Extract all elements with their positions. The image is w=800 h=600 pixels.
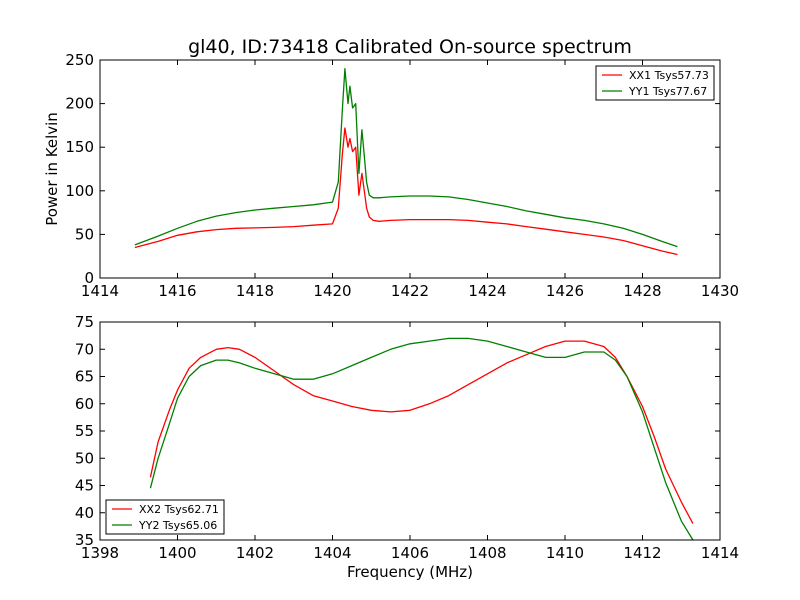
x-tick-label: 1408 bbox=[468, 544, 506, 562]
y-tick-label: 60 bbox=[75, 395, 94, 413]
y-tick-label: 65 bbox=[75, 368, 94, 386]
series-line-2 bbox=[134, 68, 678, 248]
y-tick-label: 250 bbox=[65, 51, 94, 69]
series-layer bbox=[149, 337, 694, 541]
x-tick-label: 1414 bbox=[701, 544, 739, 562]
chart-title: gl40, ID:73418 Calibrated On-source spec… bbox=[188, 36, 632, 58]
ticks-layer: 1414 1416 1418 1420 1422 1424 1426 1428 1430 0 50 1… bbox=[65, 51, 739, 300]
series-line-1 bbox=[149, 340, 694, 524]
y-tick-label: 50 bbox=[75, 449, 94, 467]
x-tick-label: 1412 bbox=[623, 544, 661, 562]
series-line-1 bbox=[134, 127, 678, 256]
x-tick-label: 1418 bbox=[236, 282, 274, 300]
legend: XX2 Tsys62.71 YY2 Tsys65.06 bbox=[105, 499, 225, 535]
legend: XX1 Tsys57.73 YY1 Tsys77.67 bbox=[595, 65, 715, 101]
y-tick-label: 150 bbox=[65, 138, 94, 156]
y-tick-label: 100 bbox=[65, 182, 94, 200]
y-tick-label: 40 bbox=[75, 504, 94, 522]
legend-entry: XX1 Tsys57.73 bbox=[629, 69, 709, 82]
x-tick-label: 1428 bbox=[623, 282, 661, 300]
x-tick-label: 1402 bbox=[236, 544, 274, 562]
ticks-layer: 1398 1400 1402 1404 1406 1408 1410 1412 1414 35 40… bbox=[75, 313, 739, 562]
x-tick-label: 1422 bbox=[391, 282, 429, 300]
legend-entry: XX2 Tsys62.71 bbox=[139, 503, 219, 516]
x-axis-label: Frequency (MHz) bbox=[347, 563, 473, 581]
x-tick-label: 1424 bbox=[468, 282, 506, 300]
series-layer bbox=[134, 68, 678, 256]
x-tick-label: 1400 bbox=[158, 544, 196, 562]
top-plot: gl40, ID:73418 Calibrated On-source spec… bbox=[43, 36, 739, 300]
legend-box bbox=[595, 65, 715, 101]
x-tick-label: 1426 bbox=[546, 282, 584, 300]
y-tick-label: 55 bbox=[75, 422, 94, 440]
y-tick-label: 0 bbox=[84, 269, 94, 287]
legend-box bbox=[105, 499, 225, 535]
x-tick-label: 1404 bbox=[313, 544, 351, 562]
legend-entry: YY2 Tsys65.06 bbox=[138, 519, 217, 532]
x-tick-label: 1420 bbox=[313, 282, 351, 300]
x-tick-label: 1398 bbox=[81, 544, 119, 562]
y-tick-label: 75 bbox=[75, 313, 94, 331]
legend-entry: YY1 Tsys77.67 bbox=[628, 85, 707, 98]
y-tick-label: 35 bbox=[75, 531, 94, 549]
y-axis-label: Power in Kelvin bbox=[43, 112, 61, 226]
y-tick-label: 45 bbox=[75, 477, 94, 495]
x-tick-label: 1406 bbox=[391, 544, 429, 562]
x-tick-label: 1410 bbox=[546, 544, 584, 562]
x-tick-label: 1430 bbox=[701, 282, 739, 300]
y-tick-label: 50 bbox=[75, 225, 94, 243]
series-line-2 bbox=[149, 337, 694, 541]
y-tick-label: 200 bbox=[65, 95, 94, 113]
x-tick-label: 1416 bbox=[158, 282, 196, 300]
x-tick-label: 1414 bbox=[81, 282, 119, 300]
y-tick-label: 70 bbox=[75, 340, 94, 358]
bottom-plot: Frequency (MHz) 1398 1400 1402 1404 1406 1408… bbox=[75, 313, 739, 581]
